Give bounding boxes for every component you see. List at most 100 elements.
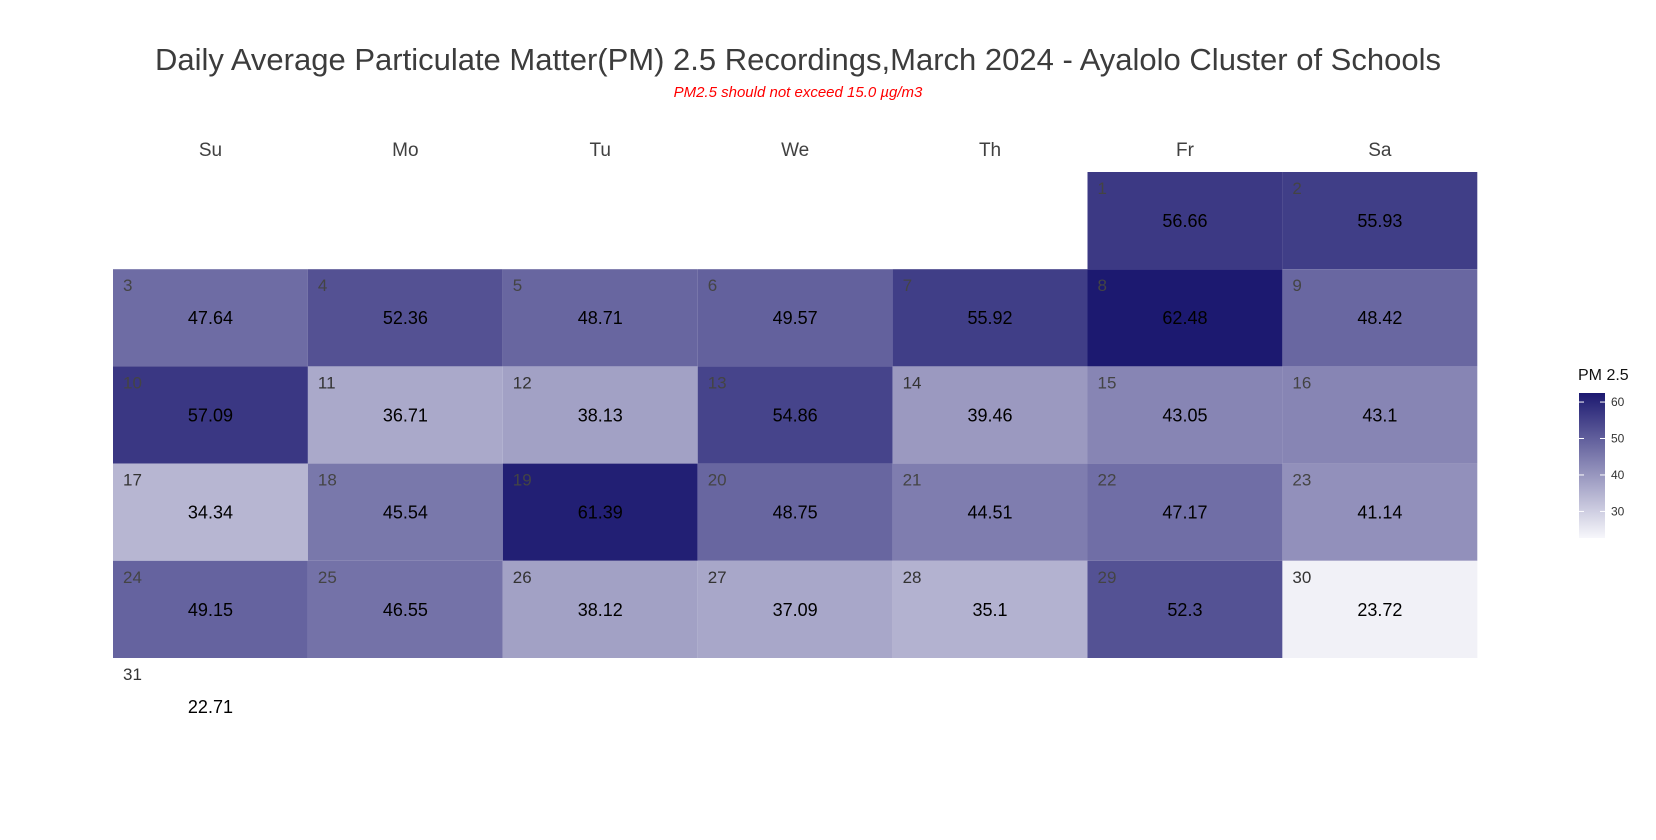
day-cell-fill [502,560,698,658]
day-cell-fill [113,658,308,756]
day-cell: 452.36 [307,269,503,367]
day-cell-fill [697,366,893,464]
day-number: 25 [318,568,337,587]
day-value-label: 47.17 [1162,503,1207,523]
day-cell: 13 54.86 [697,366,893,464]
day-value-label: 48.42 [1357,308,1402,328]
day-value-label: 55.92 [968,308,1013,328]
day-value-label: 57.09 [188,405,233,425]
day-number: 22 [1098,471,1117,490]
day-cell: 26 38.12 [502,560,698,658]
day-cell: 755.92 [892,269,1088,367]
day-cell-fill [1282,560,1478,658]
day-cell-fill [307,269,503,367]
weekday-label-th: Th [979,140,1001,161]
day-cell: 14 39.46 [892,366,1088,464]
day-number: 23 [1292,471,1311,490]
day-cell-fill [113,560,308,658]
day-cell-fill [1087,269,1283,367]
day-cell: 31 22.71 [113,658,308,756]
day-number: 9 [1292,276,1301,295]
day-number: 12 [513,373,532,392]
day-number: 20 [708,471,727,490]
weekday-label-fr: Fr [1176,140,1195,161]
day-cell-fill [892,463,1088,561]
calendar-cells: 156.66255.93347.64452.36548.71649.57755.… [113,172,1478,756]
legend-title: PM 2.5 [1578,367,1629,384]
day-cell-fill [502,366,698,464]
day-cell-fill [502,269,698,367]
day-cell-fill [1282,366,1478,464]
day-value-label: 45.54 [383,503,428,523]
day-value-label: 52.36 [383,308,428,328]
day-value-label: 43.1 [1362,405,1397,425]
day-value-label: 56.66 [1162,211,1207,231]
day-number: 3 [123,276,132,295]
day-cell-fill [1087,366,1283,464]
day-number: 15 [1098,373,1117,392]
weekday-label-we: We [781,140,809,161]
day-cell-fill [113,463,308,561]
day-value-label: 47.64 [188,308,233,328]
day-cell-fill [307,560,503,658]
day-value-label: 43.05 [1162,405,1207,425]
day-number: 1 [1098,179,1107,198]
day-cell-fill [113,269,308,367]
day-value-label: 61.39 [578,503,623,523]
day-cell-fill [307,463,503,561]
day-cell: 22 47.17 [1087,463,1283,561]
day-cell-fill [697,269,893,367]
legend-tick-label: 50 [1611,432,1625,446]
day-number: 29 [1098,568,1117,587]
weekday-label-mo: Mo [392,140,418,161]
day-cell-fill [892,560,1088,658]
legend-ticks: 60 50 40 30 [1579,395,1625,518]
day-number: 14 [903,373,922,392]
day-cell: 11 36.71 [307,366,503,464]
day-number: 10 [123,373,142,392]
day-cell: 16 43.1 [1282,366,1478,464]
day-cell: 948.42 [1282,269,1478,367]
day-cell: 862.48 [1087,269,1283,367]
day-value-label: 22.71 [188,697,233,717]
day-value-label: 46.55 [383,600,428,620]
day-value-label: 38.12 [578,600,623,620]
day-value-label: 55.93 [1357,211,1402,231]
day-value-label: 54.86 [773,405,818,425]
day-value-label: 35.1 [973,600,1008,620]
day-cell: 548.71 [502,269,698,367]
day-cell-fill [502,463,698,561]
day-cell-fill [1087,560,1283,658]
legend-tick-label: 30 [1611,504,1625,518]
day-cell: 20 48.75 [697,463,893,561]
day-number: 27 [708,568,727,587]
day-cell: 10 57.09 [113,366,308,464]
day-cell-fill [1282,463,1478,561]
day-cell-fill [1087,172,1283,270]
day-value-label: 23.72 [1357,600,1402,620]
day-value-label: 44.51 [968,503,1013,523]
day-cell-fill [892,366,1088,464]
day-cell: 17 34.34 [113,463,308,561]
day-number: 16 [1292,373,1311,392]
day-number: 5 [513,276,522,295]
day-cell: 28 35.1 [892,560,1088,658]
day-value-label: 52.3 [1167,600,1202,620]
day-cell: 156.66 [1087,172,1283,270]
day-cell: 347.64 [113,269,308,367]
day-number: 30 [1292,568,1311,587]
day-cell: 649.57 [697,269,893,367]
day-value-label: 38.13 [578,405,623,425]
day-number: 21 [903,471,922,490]
day-cell-fill [1282,172,1478,270]
weekday-label-su: Su [199,140,222,161]
weekday-label-sa: Sa [1368,140,1392,161]
day-cell: 19 61.39 [502,463,698,561]
day-number: 26 [513,568,532,587]
day-number: 18 [318,471,337,490]
day-cell: 23 41.14 [1282,463,1478,561]
day-cell: 29 52.3 [1087,560,1283,658]
day-value-label: 39.46 [968,405,1013,425]
day-number: 4 [318,276,327,295]
